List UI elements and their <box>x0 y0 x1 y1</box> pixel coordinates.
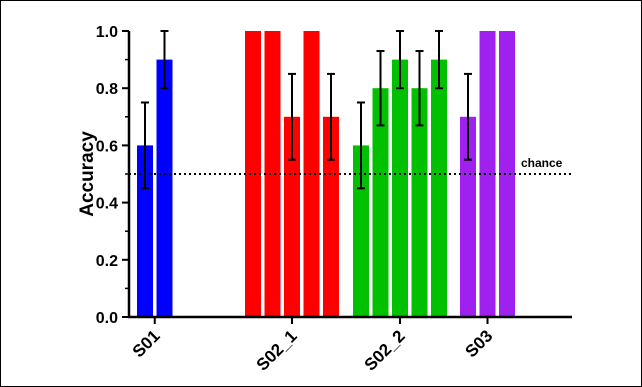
error-bar-s02_2-2 <box>376 50 385 127</box>
y-tick-label-0.0: 0.0 <box>96 310 118 327</box>
x-tick-label-s02_1: S02_1 <box>253 326 301 374</box>
x-tick-label-s01: S01 <box>129 326 164 361</box>
x-ticks-layer: S01 S02_1 S02_2 S03 <box>129 317 497 375</box>
chance-label: chance <box>521 156 563 170</box>
error-bar-s03-1 <box>464 72 472 161</box>
error-bar-s02_1-3 <box>288 72 296 161</box>
error-bar-s02_1-5 <box>327 72 335 161</box>
bar-s02_1-5 <box>323 116 339 317</box>
bar-s02_2-2 <box>372 88 389 317</box>
y-axis-label: Accuracy <box>77 131 98 217</box>
error-bar-s01-2 <box>160 30 169 90</box>
x-tick-label-s03: S03 <box>462 326 497 361</box>
bar-s02_1-2 <box>264 31 281 317</box>
y-tick-label-0.2: 0.2 <box>96 253 118 270</box>
bar-s03-2 <box>479 31 496 317</box>
x-tick-label-s02_2: S02_2 <box>361 326 409 374</box>
y-tick-label-0.8: 0.8 <box>96 81 118 98</box>
y-tick-label-0.6: 0.6 <box>96 138 118 155</box>
error-bar-s02_2-4 <box>415 50 424 127</box>
bar-s03-1 <box>460 116 476 317</box>
error-bar-s02_2-5 <box>435 30 443 90</box>
y-ticks-layer: 0.0 0.2 0.4 0.6 0.8 1.0 <box>96 24 129 327</box>
bar-s02_2-4 <box>411 88 428 317</box>
bar-s02_1-3 <box>284 116 300 317</box>
bar-s02_1-1 <box>245 31 261 317</box>
y-tick-label-1.0: 1.0 <box>96 24 118 41</box>
y-tick-label-0.4: 0.4 <box>96 196 118 213</box>
bar-s01-2 <box>156 59 173 317</box>
bar-s02_1-4 <box>303 31 320 317</box>
error-bar-s02_2-3 <box>396 30 404 90</box>
bar-s02_2-5 <box>431 59 447 317</box>
bar-s03-3 <box>499 31 515 317</box>
bar-s02_2-3 <box>392 59 408 317</box>
